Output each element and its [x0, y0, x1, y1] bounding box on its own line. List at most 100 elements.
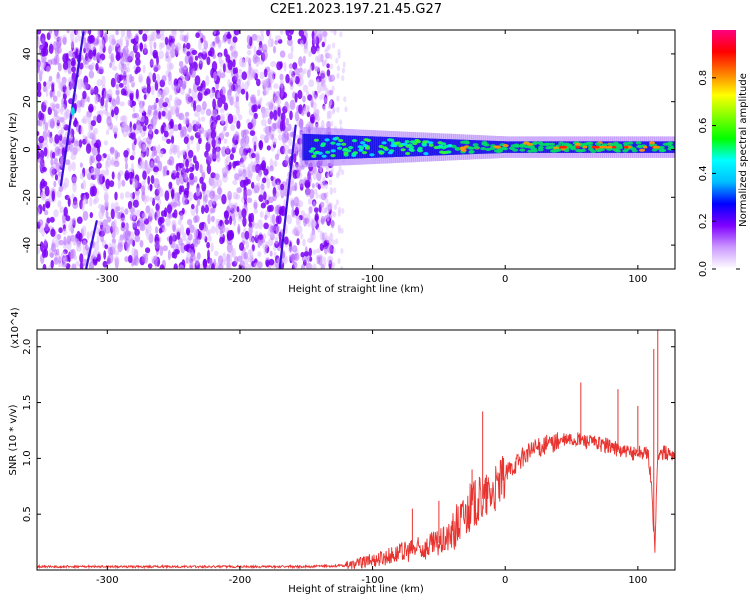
signal-band-core: [634, 141, 638, 153]
spectrogram-noise-blob: [328, 179, 333, 186]
spectrogram-noise-blob: [72, 200, 79, 209]
spectrogram-noise-blob: [97, 160, 101, 169]
spectrogram-noise-blob: [124, 35, 130, 42]
signal-band-peak: [527, 149, 534, 153]
spectrogram-noise-blob: [225, 131, 230, 138]
spectrogram-noise-blob: [241, 58, 247, 68]
spectrogram-noise-blob: [88, 30, 92, 36]
spectrogram-noise-blob: [67, 197, 71, 207]
signal-band-peak: [649, 141, 655, 145]
spectrogram-noise-blob: [245, 91, 249, 101]
spectrogram-noise-blob: [234, 193, 241, 200]
spectrogram-noise-blob: [221, 146, 227, 158]
signal-band-peak: [363, 138, 369, 142]
signal-band-peak: [417, 149, 423, 153]
spectrogram-noise-blob: [319, 166, 323, 173]
spectrogram-noise-blob: [194, 215, 200, 223]
spectrogram-noise-blob: [221, 36, 225, 44]
spectrogram-noise-blob: [53, 30, 60, 41]
spectrogram-noise-blob: [228, 255, 232, 266]
spectrogram-noise-blob: [326, 63, 330, 69]
spectrogram-noise-blob: [93, 241, 100, 252]
spectrogram-noise-blob: [194, 75, 201, 86]
spectrogram-noise-blob: [50, 228, 56, 237]
spectrogram-noise-blob: [43, 248, 49, 258]
signal-band-peak: [393, 141, 399, 146]
spectrogram-noise-blob: [184, 111, 190, 117]
spectrogram-noise-blob: [251, 181, 255, 189]
spectrogram-noise-blob: [118, 74, 124, 81]
signal-band-core: [483, 140, 487, 154]
spectrogram-noise-blob: [240, 88, 246, 95]
signal-band-peak: [330, 149, 336, 153]
signal-band-core: [387, 137, 391, 158]
spectrogram-noise-blob: [209, 190, 215, 200]
spectrogram-noise-blob: [149, 196, 154, 202]
spectrogram-noise-blob: [198, 39, 202, 51]
spectrogram-noise-blob: [260, 34, 265, 42]
spectrogram-noise-blob: [286, 214, 293, 225]
spectrogram-noise-blob: [146, 84, 151, 94]
spectrogram-noise-blob: [142, 125, 147, 132]
spectrogram-y-ticks: -40 -20 0 20 40: [22, 48, 675, 253]
spectrogram-noise-blob: [199, 164, 203, 174]
spectrogram-noise-blob: [251, 152, 256, 159]
spectrogram-noise-blob: [143, 30, 150, 34]
spectrogram-noise-blob: [150, 160, 154, 171]
spectrogram-noise-blob: [298, 30, 304, 37]
spectrogram-noise-blob: [121, 221, 125, 229]
spectrogram-noise-blob: [178, 112, 185, 121]
spectrogram-noise-blob: [84, 136, 88, 144]
spectrogram-noise-blob: [230, 46, 237, 57]
spectrogram-noise-blob: [259, 163, 264, 171]
spectrogram-noise-blob: [294, 76, 300, 85]
spectrogram-noise-blob: [125, 162, 128, 170]
spectrogram-noise-blob: [170, 135, 175, 145]
signal-band-core: [664, 141, 668, 153]
signal-band-peak: [417, 146, 423, 150]
spectrogram-noise-blob: [45, 203, 50, 209]
spectrogram-noise-blob: [155, 226, 159, 234]
signal-band-core: [312, 134, 316, 160]
spectrogram-noise-blob: [93, 127, 99, 135]
spectrogram-noise-blob: [279, 30, 284, 35]
spectrogram-noise-blob: [236, 120, 241, 129]
spectrogram-x-tick-label: -200: [229, 274, 252, 285]
spectrogram-noise-blob: [308, 264, 314, 269]
spectrogram-noise-blob: [63, 177, 70, 188]
spectrogram-noise-blob: [159, 245, 164, 257]
signal-band-peak: [343, 151, 349, 155]
spectrogram-noise-blob: [58, 227, 63, 234]
spectrogram-noise-blob: [219, 220, 223, 227]
spectrogram-noise-blob: [313, 263, 317, 269]
spectrogram-noise-blob: [53, 257, 59, 265]
spectrogram-noise-blob: [305, 187, 311, 198]
spectrogram-noise-blob: [330, 30, 334, 33]
signal-band-peak: [467, 146, 474, 150]
spectrogram-noise-blob: [328, 204, 333, 211]
spectrogram-noise-blob: [135, 66, 141, 73]
spectrogram-noise-blob: [211, 109, 218, 118]
spectrogram-noise-blob: [89, 197, 93, 207]
spectrogram-noise-blob: [196, 198, 201, 207]
spectrogram-noise-blob: [262, 243, 268, 250]
spectrogram-noise-blob: [141, 212, 147, 220]
spectrogram-noise-blob: [154, 128, 159, 135]
signal-band-core: [373, 136, 378, 158]
signal-band-core: [395, 137, 399, 157]
signal-band-core: [328, 134, 332, 160]
spectrogram-noise-blob: [51, 190, 55, 202]
spectrogram-noise-blob: [42, 180, 48, 187]
spectrogram-noise-blob: [190, 251, 195, 257]
chart-title: C2E1.2023.197.21.45.G27: [270, 2, 442, 17]
spectrogram-noise-blob: [171, 30, 177, 39]
spectrogram-noise-blob: [69, 78, 75, 90]
spectrogram-noise-blob: [276, 61, 282, 71]
signal-band-peak: [308, 149, 314, 153]
spectrogram-noise-blob: [241, 264, 247, 269]
spectrogram-noise-blob: [321, 207, 328, 214]
spectrogram-noise-blob: [79, 172, 85, 180]
spectrogram-noise-blob: [154, 116, 158, 123]
spectrogram-noise-blob: [126, 66, 131, 73]
spectrogram-noise-blob: [156, 88, 161, 98]
